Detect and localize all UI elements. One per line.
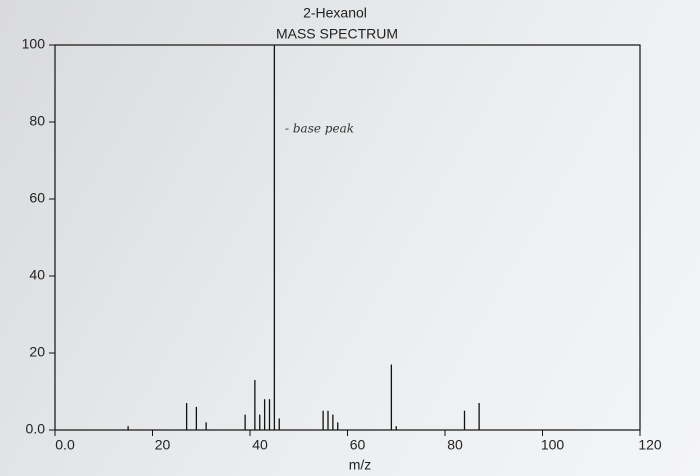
x-tick-label: 120	[638, 437, 662, 453]
x-tick-label: 20	[155, 437, 171, 453]
chart-title: 2-Hexanol	[303, 5, 367, 21]
chart-subtitle: MASS SPECTRUM	[276, 26, 398, 42]
x-tick-label: 60	[350, 437, 366, 453]
annotation: - base peak	[285, 122, 354, 136]
y-tick-label: 100	[22, 36, 46, 52]
y-tick-label: 40	[29, 267, 45, 283]
y-tick-label: 60	[29, 190, 45, 206]
x-tick-label: 40	[252, 437, 268, 453]
x-axis-label: m/z	[349, 457, 372, 473]
x-tick-label: 100	[541, 437, 565, 453]
y-tick-label: 80	[29, 113, 45, 129]
x-tick-label: 0.0	[55, 437, 75, 453]
y-tick-label: 20	[29, 344, 45, 360]
x-tick-label: 80	[447, 437, 463, 453]
y-tick-label: 0.0	[26, 421, 46, 437]
plot-frame	[54, 44, 641, 431]
